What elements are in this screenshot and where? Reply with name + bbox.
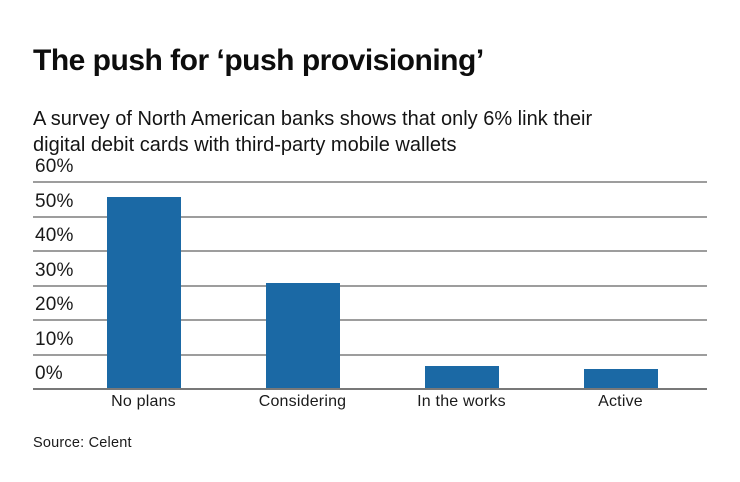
- x-axis-baseline: [33, 388, 707, 390]
- bar-no-plans: [106, 196, 181, 390]
- bar-considering: [265, 283, 340, 390]
- gridline-20: [33, 319, 707, 322]
- chart-subtitle: A survey of North American banks shows t…: [33, 106, 592, 158]
- y-tick-label-60: 60%: [35, 156, 74, 177]
- chart-subtitle-line-2: digital debit cards with third-party mob…: [33, 134, 457, 156]
- gridline-10: [33, 353, 707, 356]
- x-label-considering: Considering: [258, 393, 347, 410]
- y-tick-label-30: 30%: [35, 259, 74, 281]
- bar-in-the-works: [424, 365, 499, 390]
- bar-active: [583, 369, 658, 390]
- gridline-40: [33, 250, 707, 253]
- y-tick-label-0: 0%: [35, 363, 63, 384]
- y-tick-label-40: 40%: [35, 225, 74, 247]
- y-tick-label-20: 20%: [35, 294, 74, 316]
- bar-chart-plot-area: 60% 50% 40% 30% 20% 10% 0%: [33, 156, 707, 390]
- source-note: Source: Celent: [33, 435, 132, 451]
- gridline-30: [33, 284, 707, 287]
- gridline-50: [33, 215, 707, 218]
- x-label-no-plans: No plans: [111, 393, 176, 410]
- chart-subtitle-line-1: A survey of North American banks shows t…: [33, 108, 593, 130]
- gridline-60: [33, 181, 707, 183]
- x-label-active: Active: [598, 393, 643, 410]
- y-tick-label-10: 10%: [35, 328, 74, 350]
- y-tick-label-50: 50%: [35, 190, 74, 212]
- x-axis-labels: No plans Considering In the works Active: [33, 393, 707, 415]
- chart-title: The push for ‘push provisioning’: [33, 44, 484, 77]
- x-label-in-the-works: In the works: [417, 393, 506, 410]
